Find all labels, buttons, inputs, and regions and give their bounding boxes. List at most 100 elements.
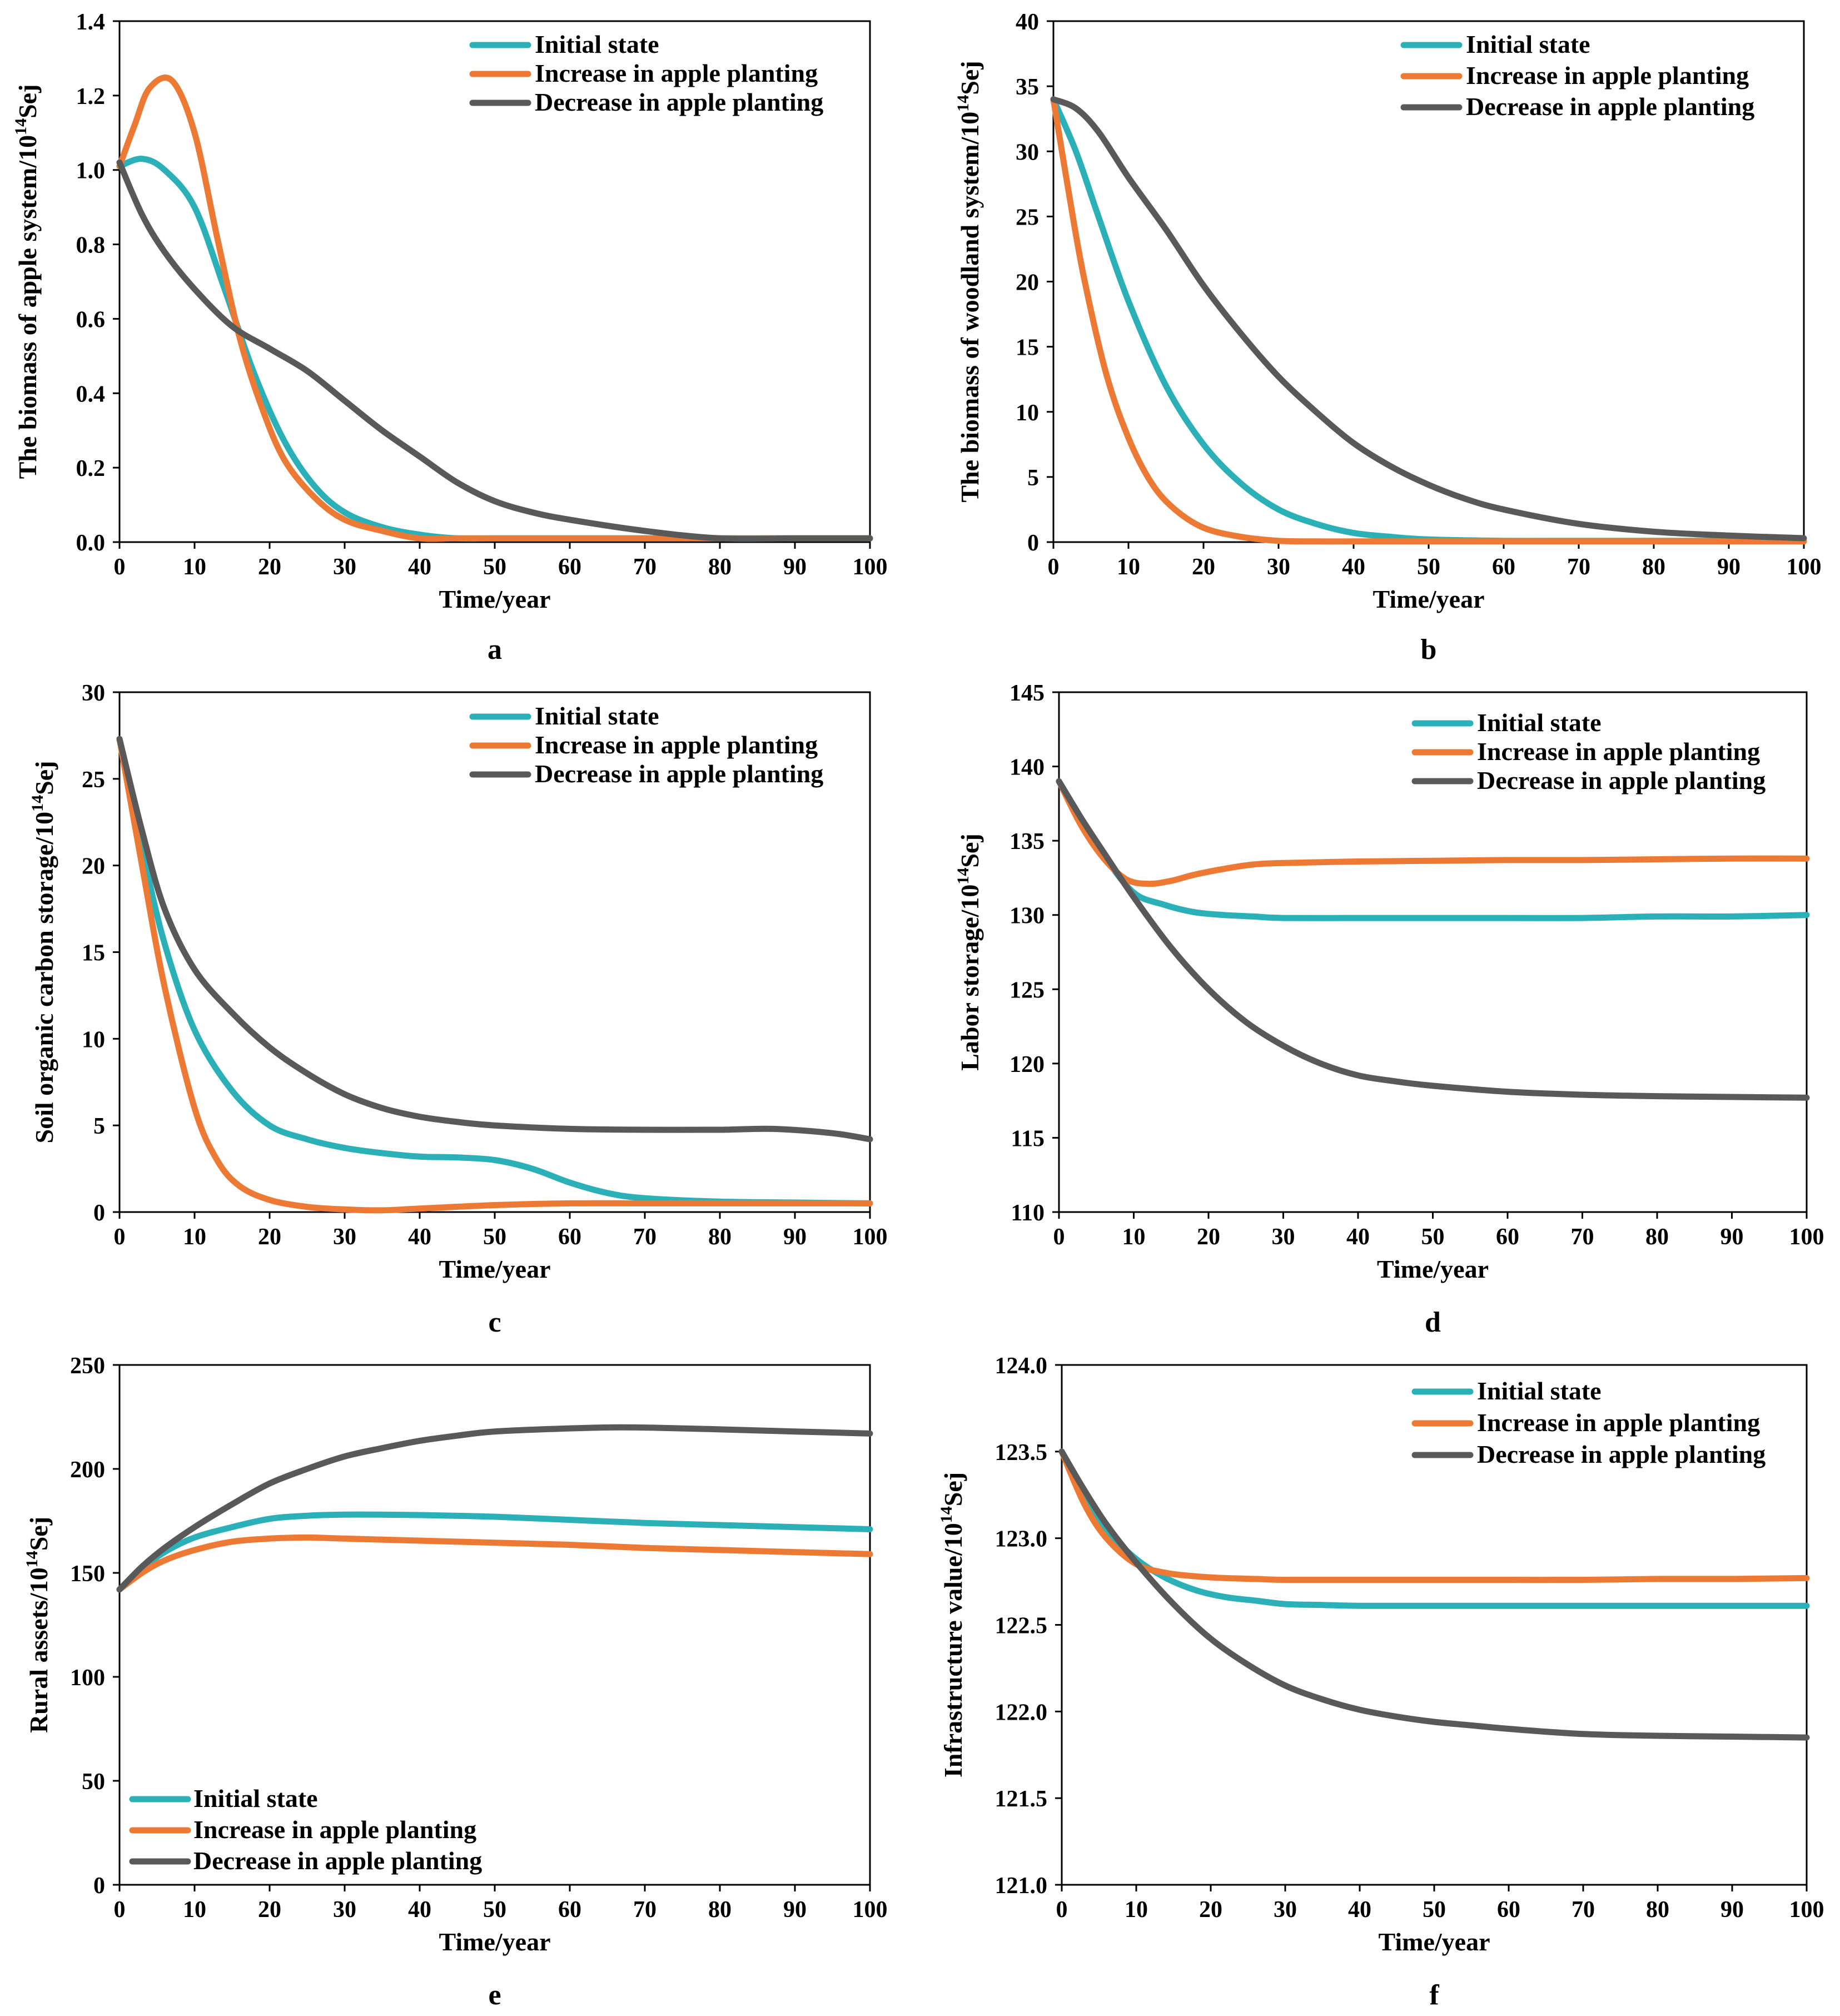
panel-label: e	[488, 1979, 501, 2011]
y-tick-label: 0	[1027, 530, 1039, 556]
series-line-initial	[116, 1511, 873, 1593]
y-tick-label: 140	[1009, 755, 1045, 781]
y-tick-label: 123.0	[995, 1527, 1048, 1552]
x-tick-label: 70	[1567, 554, 1590, 580]
chart-panel-e: 0 10 20 30 40 50 60 70 80 90 100 0 50 100 150 200 250 Tim…	[23, 1353, 888, 2011]
y-tick-label: 1.4	[76, 9, 106, 35]
legend-label: Initial state	[1477, 708, 1602, 737]
x-tick-label: 60	[1496, 1224, 1519, 1250]
x-tick-label: 10	[1117, 554, 1140, 580]
x-tick-label: 70	[1572, 1897, 1595, 1923]
x-tick-label: 50	[1421, 1224, 1445, 1250]
x-tick-label: 90	[1720, 1224, 1744, 1250]
x-tick-label: 20	[1199, 1897, 1222, 1923]
legend-label: Initial state	[1477, 1377, 1602, 1405]
y-axis-title-unit: Sej	[939, 1472, 967, 1506]
legend-label: Decrease in apple planting	[535, 88, 823, 116]
chart-panel-c: 0 10 20 30 40 50 60 70 80 90 100 0 5 10 15 20 25 30 Time/y…	[28, 681, 888, 1338]
x-axis-title: Time/year	[439, 585, 551, 613]
x-tick-label: 50	[483, 554, 506, 580]
y-tick-label: 40	[1016, 9, 1039, 35]
y-tick-label: 130	[1009, 903, 1045, 929]
x-tick-label: 0	[1056, 1897, 1068, 1923]
x-tick-label: 70	[633, 1897, 657, 1923]
x-tick-label: 20	[258, 554, 281, 580]
y-tick-label: 1.0	[76, 158, 106, 184]
x-tick-label: 100	[1789, 1224, 1824, 1250]
y-axis-title-main: Labor storage/10	[956, 885, 984, 1071]
x-tick-label: 100	[1787, 554, 1822, 580]
x-tick-label: 60	[558, 554, 581, 580]
x-tick-label: 40	[408, 1897, 431, 1923]
x-axis-title: Time/year	[439, 1928, 551, 1956]
y-tick-label: 0.6	[76, 307, 106, 332]
legend-label: Decrease in apple planting	[193, 1846, 482, 1875]
x-tick-label: 90	[1720, 1897, 1744, 1923]
y-tick-label: 0	[93, 1873, 105, 1899]
legend-label: Initial state	[1466, 30, 1590, 58]
y-tick-label: 100	[70, 1665, 105, 1691]
y-axis-title: Labor storage/1014Sej	[954, 833, 984, 1071]
x-tick-label: 20	[258, 1224, 281, 1250]
y-tick-label: 145	[1009, 681, 1045, 706]
x-tick-label: 60	[558, 1897, 581, 1923]
x-tick-label: 50	[483, 1224, 506, 1250]
x-tick-label: 30	[1267, 554, 1290, 580]
x-tick-label: 60	[1492, 554, 1515, 580]
x-tick-label: 80	[1642, 554, 1665, 580]
series-line-increase	[1050, 96, 1807, 545]
series-line-increase	[116, 75, 873, 542]
panel-label: c	[488, 1307, 501, 1338]
y-axis-title-unit: Sej	[13, 85, 42, 118]
y-axis-title-main: Soil organic carbon storage/10	[30, 812, 58, 1144]
y-axis-title-main: Infrastructure value/10	[939, 1523, 967, 1777]
x-tick-label: 30	[333, 554, 356, 580]
chart-panel-b: 0 10 20 30 40 50 60 70 80 90 100 0 5 10 15 20 25 30 35 40 Ti…	[954, 9, 1822, 666]
x-tick-label: 40	[1348, 1897, 1371, 1923]
y-axis-title-sup: 14	[12, 118, 30, 135]
legend-label: Decrease in apple planting	[1466, 92, 1754, 121]
x-tick-label: 40	[1346, 1224, 1370, 1250]
y-tick-label: 123.5	[995, 1440, 1048, 1466]
legend-label: Initial state	[193, 1784, 318, 1813]
y-tick-label: 1.2	[76, 84, 106, 110]
y-axis-title-main: Rural assets/10	[24, 1567, 53, 1733]
y-tick-label: 200	[70, 1457, 105, 1483]
legend-label: Increase in apple planting	[1477, 737, 1760, 766]
y-axis-title-unit: Sej	[24, 1517, 53, 1551]
y-tick-label: 20	[82, 854, 105, 880]
x-axis-title: Time/year	[439, 1255, 551, 1283]
y-tick-label: 125	[1009, 977, 1045, 1003]
series-line-decrease	[116, 159, 873, 542]
y-axis-title-unit: Sej	[956, 833, 984, 867]
y-tick-label: 20	[1016, 270, 1039, 296]
x-tick-label: 40	[408, 554, 431, 580]
legend-label: Initial state	[535, 702, 659, 730]
x-tick-label: 0	[1053, 1224, 1065, 1250]
y-axis-title-unit: Sej	[30, 761, 58, 795]
y-axis-title: Infrastructure value/1014Sej	[937, 1472, 967, 1777]
y-axis-title-sup: 14	[937, 1506, 956, 1523]
x-tick-label: 0	[1048, 554, 1060, 580]
y-tick-label: 35	[1016, 75, 1039, 100]
y-tick-label: 5	[93, 1114, 105, 1139]
y-tick-label: 110	[1011, 1200, 1045, 1226]
chart-panel-f: 0 10 20 30 40 50 60 70 80 90 100 121.0 121.5 122.0 122…	[937, 1353, 1824, 2011]
series-line-increase	[1058, 1448, 1810, 1583]
y-tick-label: 25	[82, 767, 105, 793]
x-tick-label: 40	[408, 1224, 431, 1250]
x-tick-label: 50	[483, 1897, 506, 1923]
y-axis-title: The biomass of apple system/1014Sej	[12, 85, 42, 479]
y-axis-title-sup: 14	[954, 95, 972, 112]
x-tick-label: 30	[333, 1224, 356, 1250]
x-tick-label: 80	[708, 1897, 732, 1923]
x-axis-title: Time/year	[1377, 1255, 1489, 1283]
legend-label: Initial state	[535, 30, 659, 58]
x-tick-label: 30	[1274, 1897, 1297, 1923]
panel-label: d	[1425, 1307, 1441, 1338]
y-tick-label: 115	[1011, 1126, 1045, 1151]
x-tick-label: 80	[708, 554, 732, 580]
y-tick-label: 122.5	[995, 1613, 1048, 1639]
